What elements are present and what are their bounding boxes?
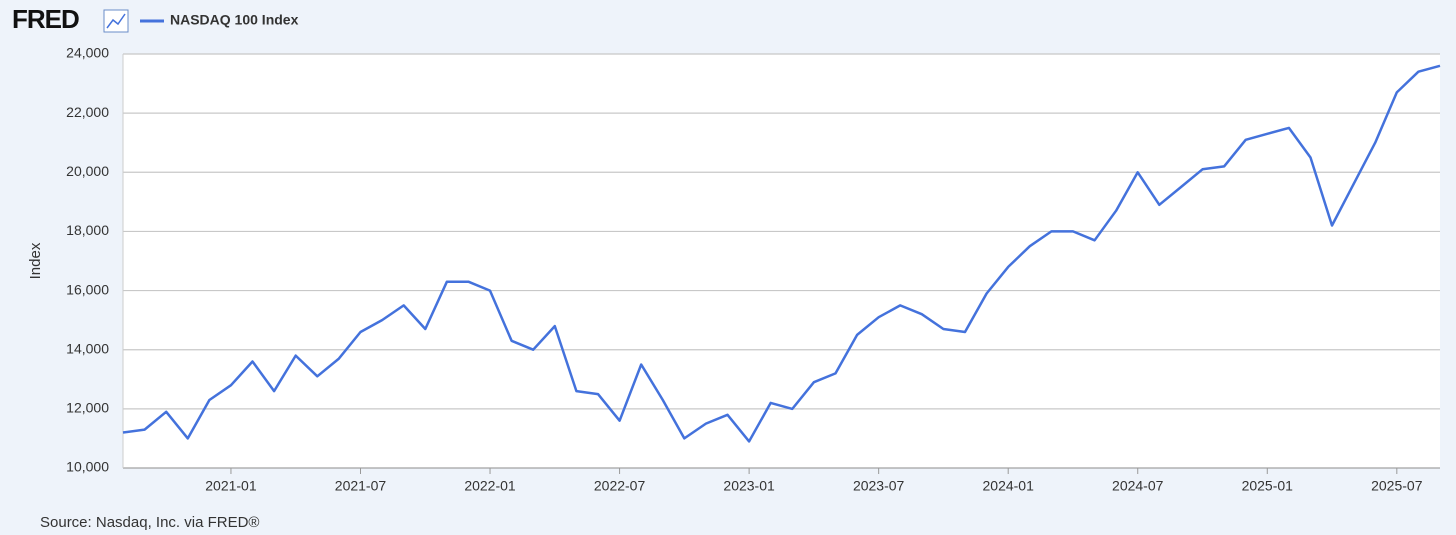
x-tick-label: 2021-01 bbox=[205, 478, 257, 494]
x-tick-label: 2024-01 bbox=[983, 478, 1035, 494]
y-tick-label: 22,000 bbox=[66, 104, 109, 120]
x-tick-label: 2021-07 bbox=[335, 478, 387, 494]
source: Source: Nasdaq, Inc. via FRED® bbox=[40, 514, 259, 531]
plot-area bbox=[123, 54, 1440, 468]
legend-label: NASDAQ 100 Index bbox=[170, 12, 299, 28]
x-tick-label: 2022-01 bbox=[464, 478, 516, 494]
x-tick-label: 2025-01 bbox=[1242, 478, 1294, 494]
series-line bbox=[122, 64, 1441, 443]
y-tick-label: 14,000 bbox=[66, 340, 109, 356]
x-tick-label: 2022-07 bbox=[594, 478, 646, 494]
x-tick-label: 2025-07 bbox=[1371, 478, 1423, 494]
x-tick-label: 2023-07 bbox=[853, 478, 905, 494]
y-tick-label: 20,000 bbox=[66, 163, 109, 179]
y-axis-label: Index bbox=[27, 242, 44, 279]
x-tick-label: 2024-07 bbox=[1112, 478, 1164, 494]
y-tick-label: 24,000 bbox=[66, 45, 109, 61]
x-tick-label: 2023-01 bbox=[723, 478, 775, 494]
y-tick-label: 12,000 bbox=[66, 400, 109, 416]
y-tick-label: 10,000 bbox=[66, 459, 109, 475]
y-tick-label: 18,000 bbox=[66, 222, 109, 238]
logo-icon bbox=[103, 9, 129, 33]
y-tick-label: 16,000 bbox=[66, 281, 109, 297]
logo: FRED bbox=[12, 4, 79, 34]
